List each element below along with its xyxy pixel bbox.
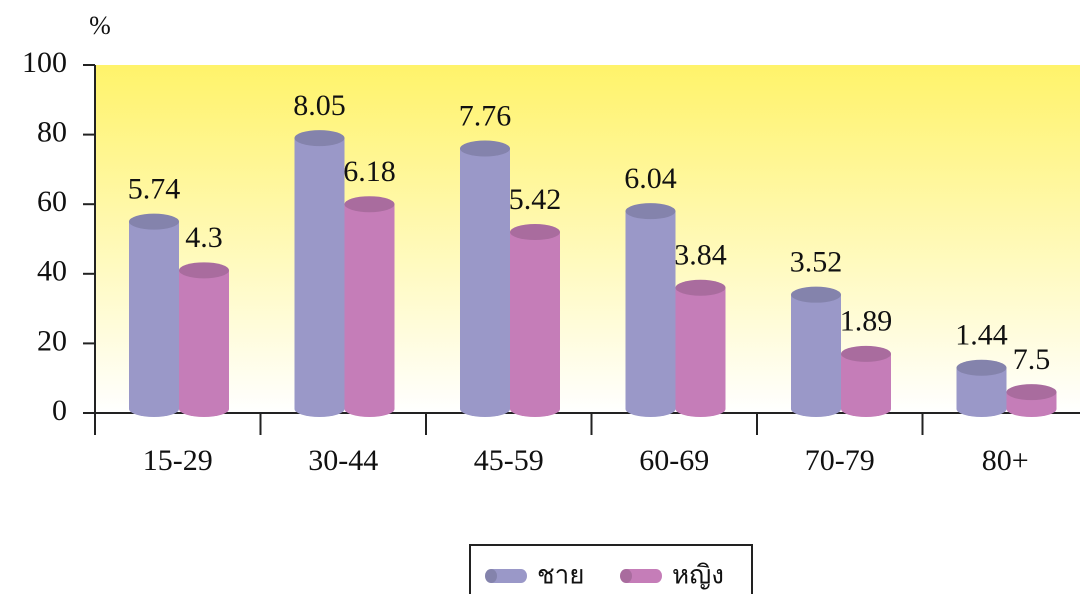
bar-body	[129, 221, 179, 409]
bar-top	[1006, 384, 1057, 401]
y-tick-label: 40	[37, 255, 67, 288]
data-label: 7.76	[459, 99, 512, 132]
bar-top	[344, 196, 395, 213]
y-tick-label: 0	[52, 394, 67, 427]
y-tick-label: 60	[37, 185, 67, 218]
bar	[294, 130, 345, 417]
data-label: 3.84	[674, 239, 727, 272]
y-tick-label: 100	[22, 46, 67, 79]
bar	[129, 213, 179, 417]
bar-body	[791, 294, 841, 409]
data-label: 1.89	[840, 305, 893, 338]
data-label: 5.74	[128, 172, 181, 205]
bar	[510, 224, 560, 417]
legend-swatch-body	[626, 569, 656, 583]
y-tick-label: 80	[37, 115, 67, 148]
legend-label: ชาย	[537, 561, 584, 591]
legend-swatch-right	[515, 569, 527, 583]
bar	[841, 345, 891, 417]
bar-body	[841, 353, 891, 409]
bar-top	[294, 130, 345, 147]
bar-body	[625, 211, 676, 409]
x-tick-label: 70-79	[805, 444, 875, 477]
bar-body	[510, 232, 560, 409]
bar	[791, 286, 841, 417]
bar-top	[129, 213, 179, 230]
bar-top	[510, 224, 560, 241]
data-label: 5.42	[509, 183, 562, 216]
legend-swatch	[485, 569, 527, 583]
data-label: 6.18	[343, 155, 396, 188]
bar-body	[179, 270, 229, 409]
legend-label: หญิง	[672, 561, 724, 591]
bar-top	[625, 203, 676, 220]
bar	[956, 359, 1007, 417]
bar-top	[791, 286, 841, 303]
legend-swatch-left	[620, 569, 632, 583]
bar-top	[460, 140, 510, 157]
x-tick-label: 80+	[982, 444, 1029, 477]
x-tick-label: 45-59	[474, 444, 544, 477]
bar-body	[675, 287, 726, 409]
bar-top	[179, 262, 229, 279]
legend-swatch-left	[485, 569, 497, 583]
legend-swatch-body	[491, 569, 521, 583]
y-axis-label: %	[89, 11, 111, 40]
bar-top	[841, 345, 891, 362]
bar	[675, 279, 726, 417]
bar	[460, 140, 510, 417]
bar-top	[675, 279, 726, 296]
x-tick-label: 15-29	[143, 444, 213, 477]
bar-body	[294, 138, 345, 409]
data-label: 6.04	[624, 162, 677, 195]
bar	[1006, 384, 1057, 417]
data-label: 7.5	[1013, 343, 1051, 376]
bar	[344, 196, 395, 417]
x-tick-label: 60-69	[639, 444, 709, 477]
data-label: 1.44	[955, 319, 1008, 352]
legend-swatch-right	[650, 569, 662, 583]
data-label: 4.3	[185, 221, 223, 254]
x-tick-label: 30-44	[308, 444, 378, 477]
data-label: 8.05	[293, 89, 346, 122]
bar-body	[460, 148, 510, 409]
y-tick-label: 20	[37, 324, 67, 357]
plot-background	[95, 65, 1080, 413]
data-label: 3.52	[790, 246, 843, 279]
bar	[625, 203, 676, 417]
legend-swatch	[620, 569, 662, 583]
bar	[179, 262, 229, 417]
bar-body	[344, 204, 395, 409]
bar-top	[956, 359, 1007, 376]
